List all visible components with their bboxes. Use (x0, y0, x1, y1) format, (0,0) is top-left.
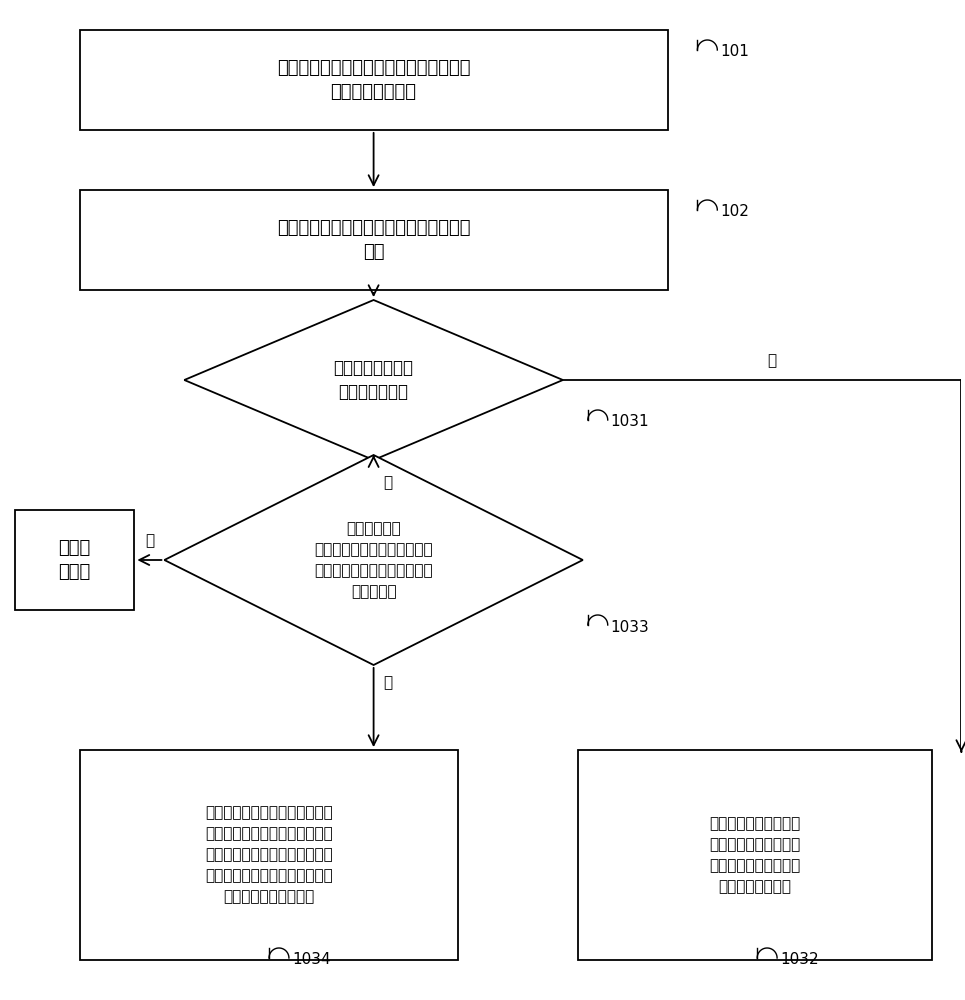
Text: 不更新
数据库: 不更新 数据库 (59, 538, 91, 582)
Text: 1034: 1034 (291, 952, 331, 968)
Text: 否: 否 (767, 353, 777, 368)
Text: 101: 101 (720, 44, 749, 60)
Bar (80, 190, 668, 290)
Text: 否: 否 (383, 675, 393, 690)
Text: 从试剂盒的标贴上获取与试剂盒对应的项
目信息和参数数据: 从试剂盒的标贴上获取与试剂盒对应的项 目信息和参数数据 (277, 58, 470, 102)
Text: 判断数据库中
已存储的与目标标识对应的参
数版本标识和目标参数版本标
识是否一致: 判断数据库中 已存储的与目标标识对应的参 数版本标识和目标参数版本标 识是否一致 (315, 521, 433, 599)
Text: 1032: 1032 (780, 952, 818, 968)
Polygon shape (184, 300, 563, 460)
Text: 1033: 1033 (611, 619, 649, 635)
Text: 将与试剂盒对应的项目信息与数据库进行
匹配: 将与试剂盒对应的项目信息与数据库进行 匹配 (277, 219, 470, 261)
Text: 判断数据库中是否
存储有目标标识: 判断数据库中是否 存储有目标标识 (334, 359, 414, 401)
Text: 是: 是 (145, 533, 154, 548)
Text: 在数据库中增加目标标
识、目标参数版本标识
和与试剂盒对应的参数
数据以更新数据库: 在数据库中增加目标标 识、目标参数版本标识 和与试剂盒对应的参数 数据以更新数据… (709, 816, 800, 894)
Bar (14, 510, 134, 610)
Bar (80, 750, 458, 960)
Bar (80, 30, 668, 130)
Text: 102: 102 (720, 205, 749, 220)
Text: 1031: 1031 (611, 414, 649, 430)
Bar (578, 750, 931, 960)
Polygon shape (164, 455, 583, 665)
Text: 是: 是 (383, 475, 393, 490)
Text: 利用目标参数版本标识更新数据
库中的与目标标识对应的参数版
本标识，并利用与试剂盒对应的
参数数据，更新数据库中的与目
标标识对应的参数数据: 利用目标参数版本标识更新数据 库中的与目标标识对应的参数版 本标识，并利用与试剂… (206, 806, 333, 904)
